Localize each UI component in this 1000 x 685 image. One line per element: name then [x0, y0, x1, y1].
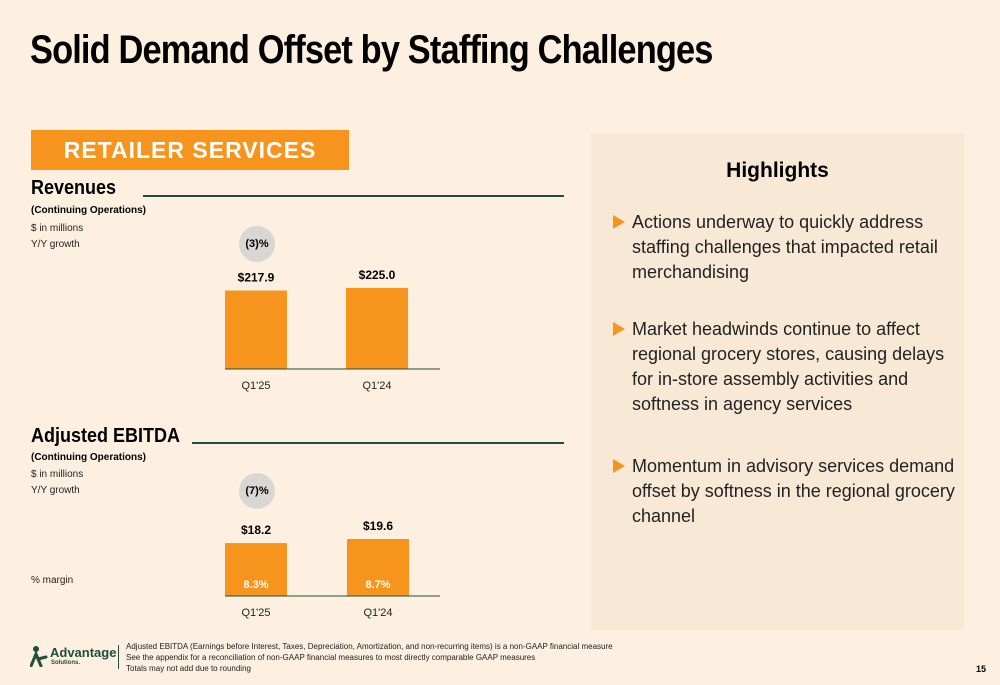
- triangle-bullet-icon: [613, 215, 625, 229]
- logo-mark-icon: [30, 646, 48, 667]
- highlight-text: Momentum in advisory services demand off…: [632, 456, 955, 526]
- revenue-bar: [225, 290, 287, 369]
- logo-sub: Solutions.: [51, 660, 80, 666]
- revenue-bar: [346, 288, 408, 369]
- revenue-value-label: $217.9: [238, 271, 275, 285]
- highlight-item: Momentum in advisory services demand off…: [613, 454, 958, 529]
- highlights-title: Highlights: [726, 159, 829, 182]
- ebitda-category-label: Q1'25: [241, 607, 270, 619]
- revenue-heading-rule: [143, 195, 564, 197]
- revenue-value-label: $225.0: [359, 268, 396, 282]
- ebitda-margin-label: % margin: [31, 575, 74, 586]
- ebitda-category-label: Q1'24: [363, 607, 392, 619]
- ebitda-units: $ in millions: [31, 469, 84, 480]
- triangle-bullet-icon: [613, 322, 625, 336]
- revenue-subheading: (Continuing Operations): [31, 205, 146, 216]
- highlight-text: Actions underway to quickly address staf…: [632, 212, 938, 282]
- revenue-category-label: Q1'25: [241, 380, 270, 392]
- logo-name: Advantage: [50, 645, 117, 660]
- section-banner: RETAILER SERVICES: [31, 130, 349, 170]
- footnote-2: See the appendix for a reconciliation of…: [126, 653, 536, 662]
- ebitda-growth-bubble: (7)%: [239, 473, 275, 509]
- ebitda-subheading: (Continuing Operations): [31, 452, 146, 463]
- ebitda-growth-label: Y/Y growth: [31, 485, 80, 496]
- ebitda-margin-label: 8.7%: [365, 579, 390, 591]
- ebitda-value-label: $18.2: [241, 523, 271, 537]
- revenue-growth-label: Y/Y growth: [31, 239, 80, 250]
- footnote-3: Totals may not add due to rounding: [126, 664, 251, 673]
- ebitda-bar: [347, 539, 409, 596]
- page-number: 15: [976, 664, 987, 674]
- page-title: Solid Demand Offset by Staffing Challeng…: [30, 28, 713, 72]
- footnote-1: Adjusted EBITDA (Earnings before Interes…: [126, 642, 613, 651]
- ebitda-bar: [225, 543, 287, 596]
- ebitda-value-label: $19.6: [363, 519, 393, 533]
- revenue-heading: Revenues: [31, 177, 117, 199]
- revenue-growth-bubble: (3)%: [239, 226, 275, 262]
- highlight-text: Market headwinds continue to affect regi…: [632, 319, 945, 414]
- highlight-item: Market headwinds continue to affect regi…: [613, 317, 958, 417]
- highlights-panel: Highlights Actions underway to quickly a…: [591, 133, 964, 630]
- footer-divider: [118, 645, 119, 669]
- ebitda-heading: Adjusted EBITDA: [31, 425, 181, 447]
- ebitda-margin-label: 8.3%: [243, 579, 268, 591]
- revenue-category-label: Q1'24: [362, 380, 391, 392]
- revenue-units: $ in millions: [31, 223, 84, 234]
- ebitda-heading-rule: [192, 442, 564, 444]
- triangle-bullet-icon: [613, 459, 625, 473]
- highlight-item: Actions underway to quickly address staf…: [613, 210, 958, 285]
